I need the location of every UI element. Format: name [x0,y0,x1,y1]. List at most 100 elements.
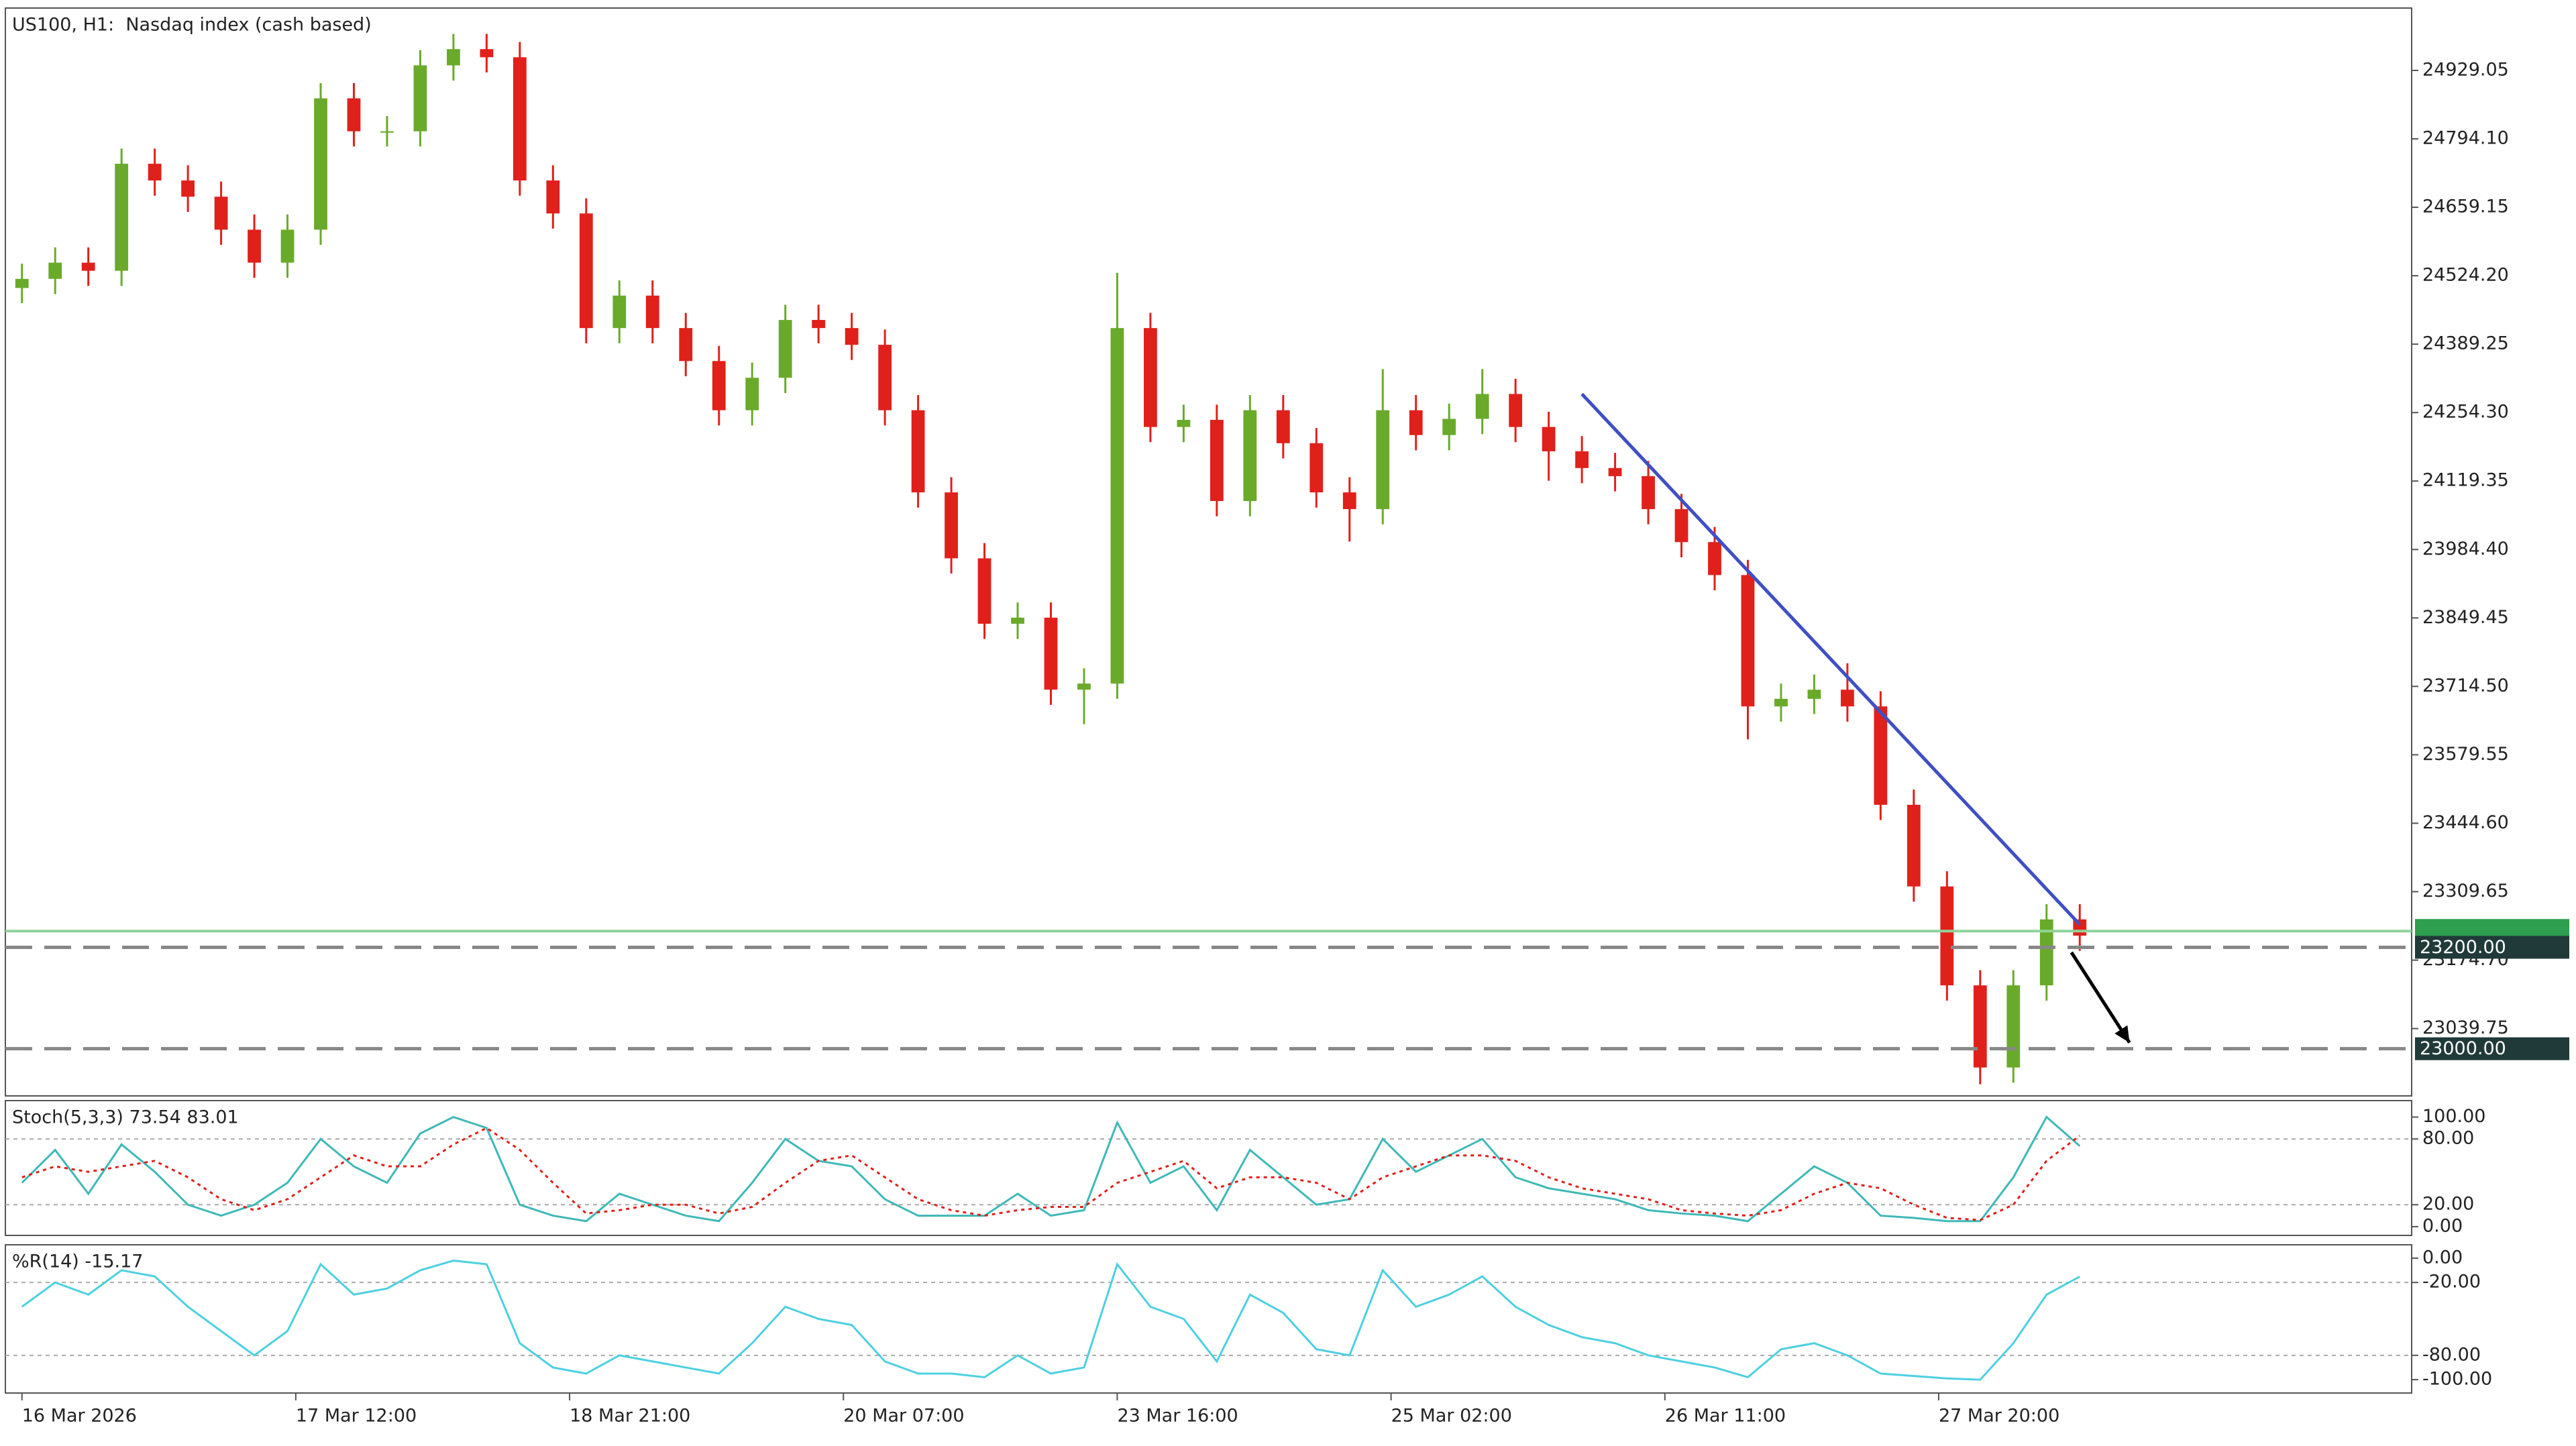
x-tick-label: 23 Mar 16:00 [1117,1406,1238,1427]
candle-body [2039,919,2053,986]
candle-body [1044,617,1058,690]
candle-body [845,328,859,345]
y-tick-label: 24119.35 [2422,470,2509,491]
candle-body [778,320,792,378]
candle-body [745,378,759,410]
candle-body [1542,427,1556,451]
y-tick-label: 100.00 [2422,1106,2485,1127]
candle-body [812,320,826,329]
candle-body [1376,410,1390,510]
candle-body [977,558,991,624]
candle-body [81,262,95,271]
candle-body [513,57,527,181]
y-tick-label: 0.00 [2422,1215,2463,1236]
pane-frame [5,1100,2412,1236]
candle-body [1442,419,1456,435]
candle-body [181,180,195,197]
arrow [2070,951,2131,1044]
candle-body [15,278,29,288]
candle-body [347,98,361,131]
y-tick-label: -80.00 [2422,1344,2481,1365]
y-tick-label: 24254.30 [2422,402,2509,423]
candle-body [645,295,659,329]
candle-body [1708,542,1721,575]
candle-body [1475,394,1489,419]
y-tick-label: 0.00 [2422,1247,2463,1268]
y-tick-label: 24659.15 [2422,197,2509,217]
pane-title: Stoch(5,3,3) 73.54 83.01 [12,1107,239,1128]
candle-body [1874,706,1888,805]
candle-body [48,262,62,279]
candle-body [1907,804,1921,887]
candle-body [214,197,228,230]
indicator-line [21,1115,2081,1223]
indicator-line [21,1127,2081,1221]
candle-body [2006,985,2021,1068]
level-box [2415,1037,2569,1060]
candle-body [1177,420,1191,427]
candle-body [413,65,427,131]
pane-title: %R(14) -15.17 [12,1252,143,1272]
candle-body [1243,410,1257,502]
y-tick-label: 20.00 [2422,1194,2474,1215]
y-tick-label: 23579.55 [2422,744,2509,765]
candle-body [1807,689,1821,699]
candle-body [878,345,892,410]
candle-body [712,361,726,410]
y-tick-label: 23039.75 [2422,1017,2509,1038]
y-tick-label: 24929.05 [2422,59,2509,80]
level-label: 23000.00 [2420,1038,2506,1059]
arrow-head [2114,1025,2130,1043]
x-tick-label: 27 Mar 20:00 [1939,1406,2059,1427]
x-tick-label: 20 Mar 07:00 [843,1406,964,1427]
candle-body [1940,886,1954,986]
candle-body [115,164,129,271]
pane-title: US100, H1: Nasdaq index (cash based) [12,15,372,36]
candle-body [314,98,327,230]
candle-body [447,49,460,66]
x-tick-label: 16 Mar 2026 [22,1406,137,1427]
x-tick-label: 25 Mar 02:00 [1391,1406,1512,1427]
candle-body [1309,443,1324,493]
candle-body [148,164,162,181]
current-price-box [2415,919,2569,940]
level-label: 23200.00 [2420,937,2506,958]
candle-body [1674,509,1688,543]
candle-body [1409,410,1423,435]
y-tick-label: 23849.45 [2422,607,2509,628]
candle-body [1276,410,1290,443]
candle-body [480,49,494,58]
y-tick-label: 80.00 [2422,1128,2474,1149]
y-tick-label: 24389.25 [2422,333,2509,354]
y-tick-label: 23444.60 [2422,812,2509,833]
candle-body [1011,617,1024,624]
candle-body [911,410,925,493]
trendline [1580,392,2082,926]
candle-body [1841,689,1854,707]
candle-body [546,180,560,214]
y-tick-label: -20.00 [2422,1272,2481,1292]
y-tick-label: -100.00 [2422,1369,2492,1390]
candle-body [1973,985,1987,1068]
candle-body [1509,394,1523,427]
y-tick-label: 24794.10 [2422,128,2509,149]
pane-frame [5,1244,2412,1394]
pane-frame [5,7,2412,1097]
level-box [2415,936,2569,959]
y-tick-label: 23714.50 [2422,675,2509,696]
y-tick-label: 24524.20 [2422,265,2509,286]
candle-body [1110,328,1124,684]
candle-body [280,229,294,263]
candle-body [1608,467,1622,476]
candle-body [679,328,693,362]
candle-body [1144,328,1157,427]
y-tick-label: 23984.40 [2422,539,2509,559]
candle-body [945,492,958,559]
candle-body [1575,451,1589,468]
indicator-line [21,1260,2080,1381]
y-tick-label: 23309.65 [2422,881,2509,901]
candle-body [1774,698,1788,707]
candle-body [1210,420,1224,502]
